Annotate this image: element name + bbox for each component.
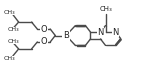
Text: CH₃: CH₃: [8, 39, 19, 44]
Text: CH₃: CH₃: [8, 27, 19, 32]
Text: CH₃: CH₃: [3, 56, 15, 61]
Text: CH₃: CH₃: [99, 6, 112, 12]
Text: N: N: [97, 28, 104, 36]
Text: O: O: [40, 25, 47, 34]
Text: N: N: [112, 28, 119, 36]
Text: O: O: [40, 37, 47, 46]
Text: CH₃: CH₃: [3, 10, 15, 15]
Text: B: B: [63, 31, 69, 40]
